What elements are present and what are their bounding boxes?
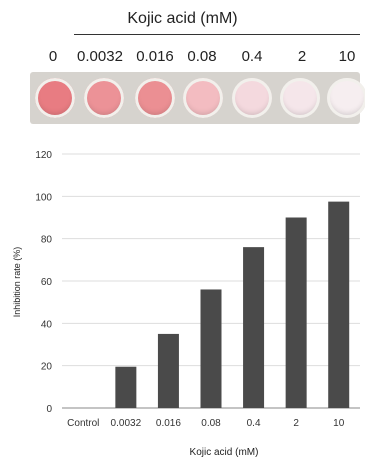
bar (115, 366, 137, 408)
concentration-label: 2 (297, 48, 307, 65)
bar (200, 289, 222, 408)
x-tick-label: 0.016 (156, 418, 181, 429)
y-tick-label: 80 (41, 235, 53, 246)
x-tick-label: 0.4 (247, 418, 261, 429)
concentration-label: 0 (48, 48, 58, 65)
plate-well (232, 78, 272, 118)
y-axis-label: Inhibition rate (%) (12, 247, 22, 318)
plate-well (84, 78, 124, 118)
bar (285, 217, 307, 408)
concentration-label: 0.016 (136, 48, 174, 65)
kojic-acid-header-title: Kojic acid (mM) (127, 10, 238, 27)
y-tick-label: 40 (41, 319, 53, 330)
header-rule (74, 34, 360, 35)
y-tick-label: 60 (41, 277, 53, 288)
x-tick-label: Control (67, 418, 99, 429)
x-tick-label: 10 (333, 418, 345, 429)
concentration-label: 0.0032 (77, 48, 123, 65)
concentration-label: 0.08 (187, 48, 217, 65)
y-tick-label: 20 (41, 362, 53, 373)
y-tick-label: 120 (35, 150, 52, 161)
plate-well (183, 78, 223, 118)
x-axis-label: Kojic acid (mM) (190, 447, 259, 458)
x-tick-label: 2 (293, 418, 299, 429)
bar (328, 201, 350, 408)
y-tick-label: 0 (46, 404, 52, 415)
concentration-label: 10 (338, 48, 356, 65)
bar (243, 247, 265, 408)
plate-well (135, 78, 175, 118)
y-tick-label: 100 (35, 192, 52, 203)
bar (157, 333, 179, 408)
plate-well (327, 78, 365, 118)
x-tick-label: 0.08 (201, 418, 221, 429)
concentration-label: 0.4 (241, 48, 263, 65)
x-tick-label: 0.0032 (111, 418, 142, 429)
plate-well (280, 78, 320, 118)
plate-well (35, 78, 75, 118)
